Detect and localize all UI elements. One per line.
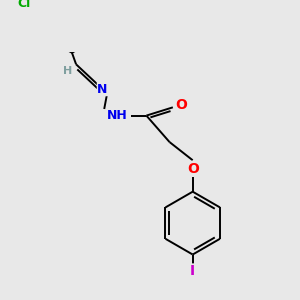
Text: O: O (187, 161, 199, 176)
Text: H: H (63, 66, 73, 76)
Text: Cl: Cl (17, 0, 31, 10)
Text: N: N (98, 82, 108, 96)
Text: O: O (175, 98, 187, 112)
Text: I: I (190, 264, 195, 278)
Text: NH: NH (107, 109, 128, 122)
